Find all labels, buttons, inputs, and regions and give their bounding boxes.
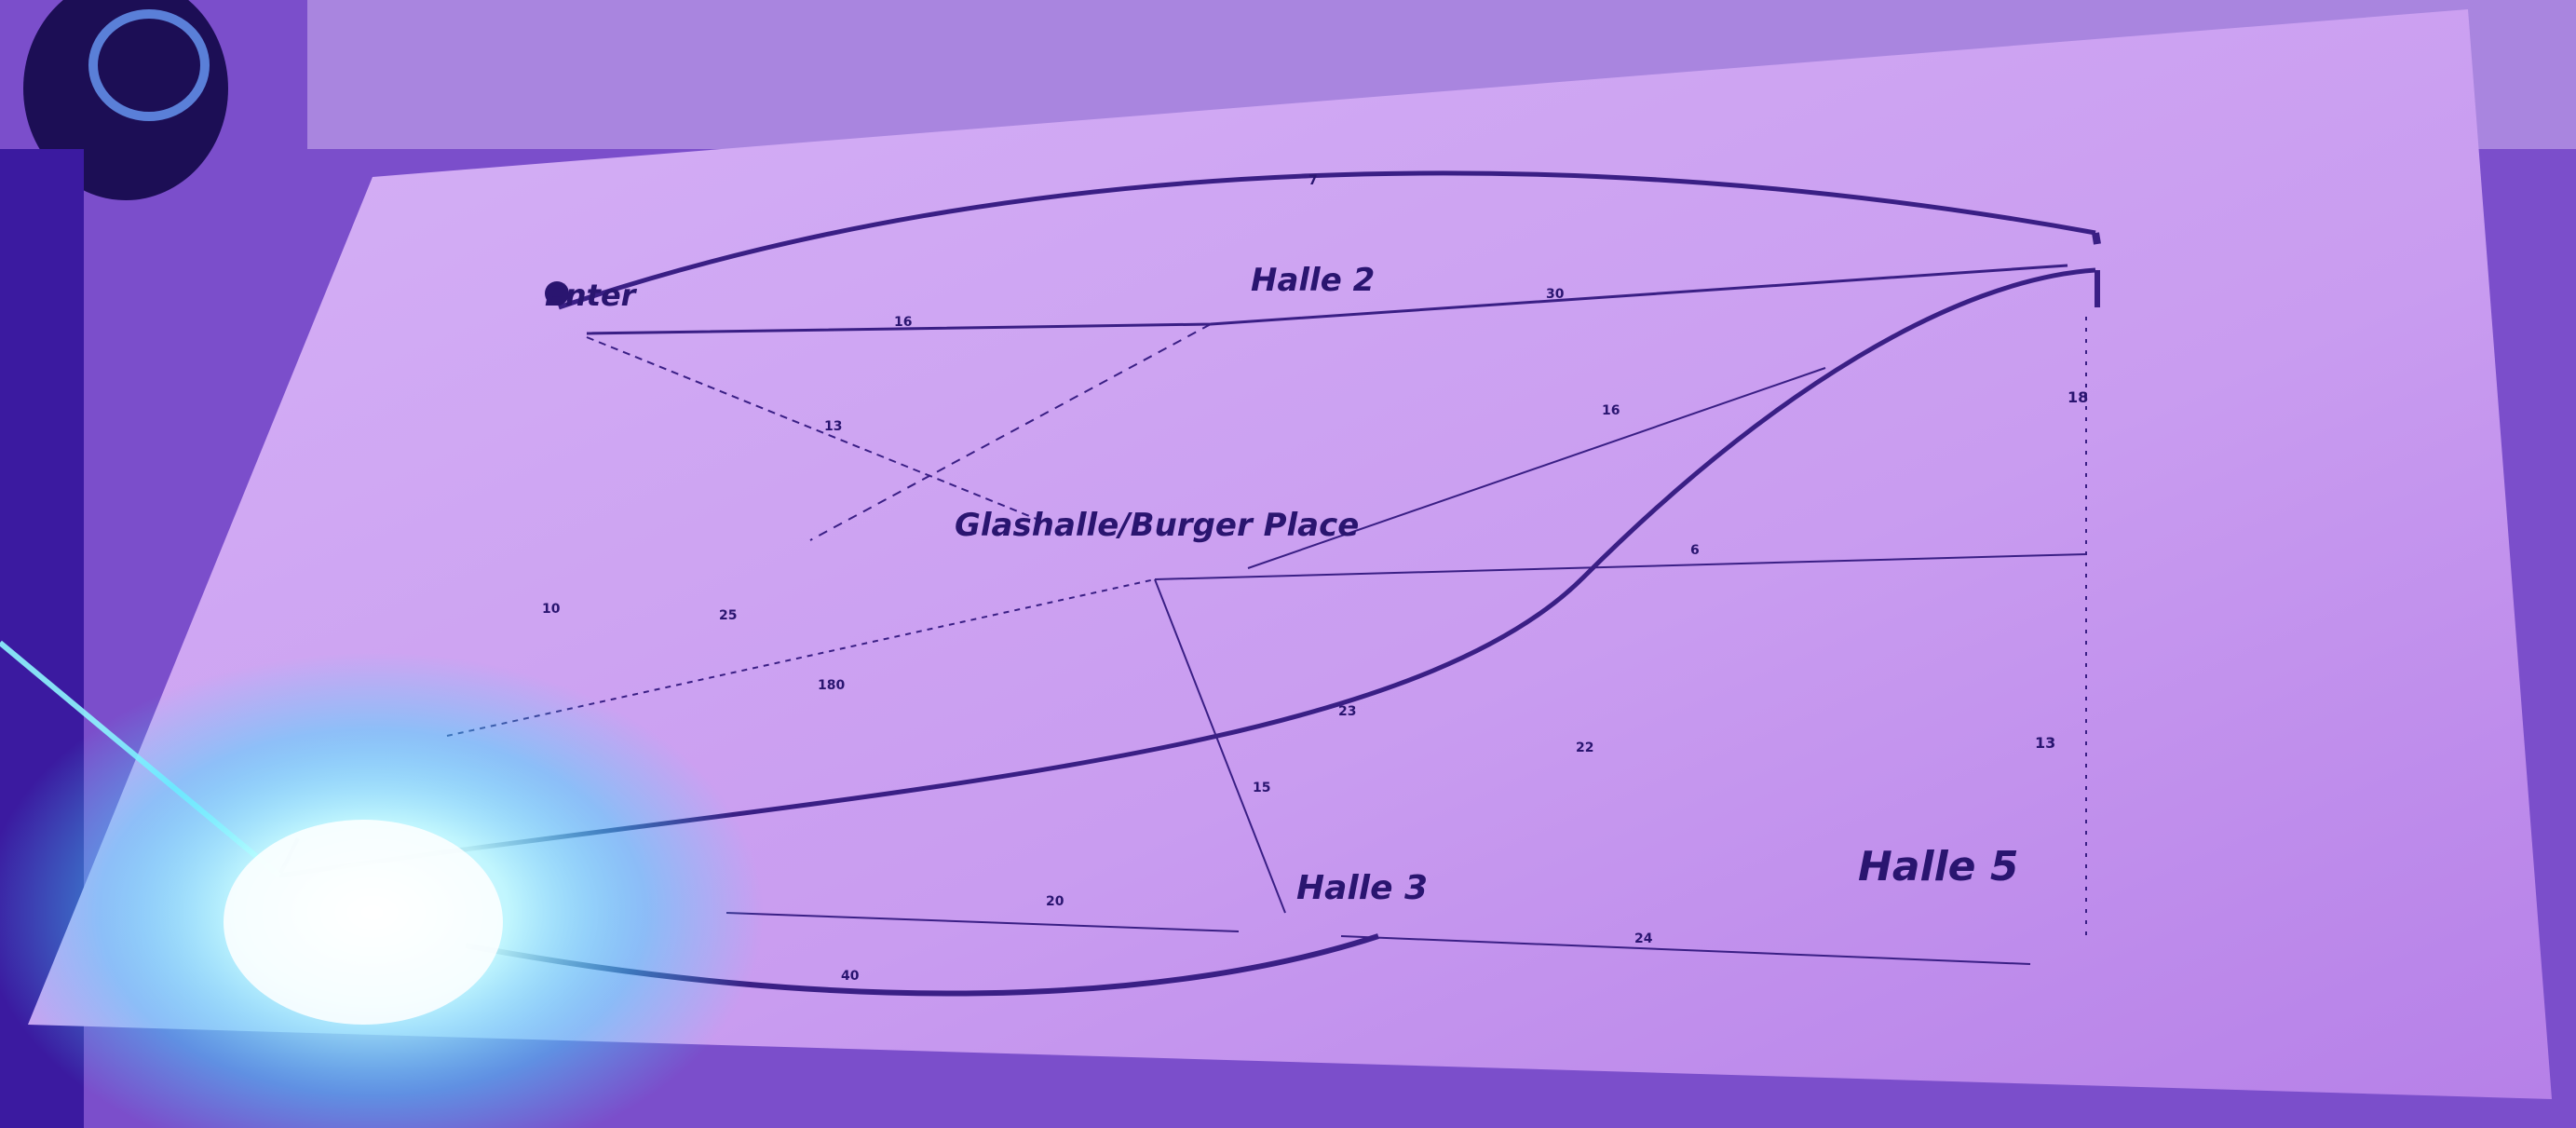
node-glashalle: Glashalle/Burger Place	[955, 507, 1359, 544]
weight-right-mid: 16	[1602, 403, 1620, 418]
light-core	[224, 820, 503, 1025]
node-enter: Enter	[545, 278, 638, 313]
edge-top-right-end	[2092, 232, 2101, 245]
node-halle5: Halle 5	[1858, 843, 2018, 890]
weight-enter-down: 13	[824, 419, 842, 434]
edge-right-mid	[1247, 367, 1826, 569]
weight-center-c: 15	[1253, 781, 1270, 795]
weight-left-c: 180	[818, 678, 845, 693]
edge-glashalle-right	[1154, 553, 2087, 580]
weight-halle3-right: 24	[1634, 931, 1653, 946]
weight-left-b: 25	[719, 608, 737, 623]
edge-top-arc	[558, 170, 2096, 310]
weight-halle3-left: 20	[1046, 894, 1064, 909]
weight-glashalle-right: 6	[1690, 543, 1700, 558]
weight-halle2-right: 30	[1546, 287, 1565, 302]
dark-object-ring	[88, 9, 210, 121]
weight-top-arc: 7	[1308, 173, 1318, 188]
node-halle3: Halle 3	[1296, 869, 1428, 907]
edge-enter-down	[586, 336, 1044, 523]
node-halle2: Halle 2	[1251, 262, 1375, 299]
edge-left-diag	[446, 578, 1156, 737]
enter-node-dot	[545, 281, 569, 306]
weight-center-a: 23	[1338, 704, 1356, 719]
edge-halle2-glashalle	[809, 323, 1212, 541]
edge-halle3-right	[1340, 935, 2031, 965]
weight-right-bottom: 13	[2035, 734, 2055, 752]
edge-halle3-left	[725, 912, 1240, 932]
edges	[278, 170, 2101, 997]
weight-center-b: 22	[1576, 741, 1593, 755]
edge-center-down	[1154, 578, 1286, 914]
weight-bottom-arc: 40	[841, 969, 860, 984]
weight-left-a: 10	[542, 602, 561, 617]
weight-right-top: 18	[2068, 388, 2088, 406]
weight-enter-halle2: 16	[894, 315, 912, 330]
